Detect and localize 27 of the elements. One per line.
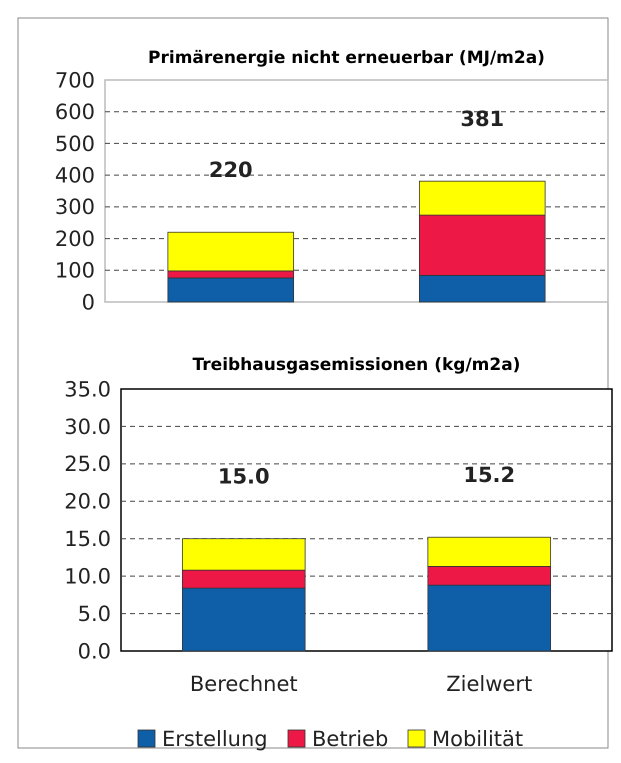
y-tick-label: 700 [54,68,95,92]
y-tick-label: 600 [54,100,95,124]
y-tick-label: 0 [82,290,95,314]
y-tick-label: 500 [54,132,95,156]
y-tick-label: 100 [54,258,95,283]
total-label: 15.0 [218,464,270,489]
y-tick-label: 10.0 [64,564,111,588]
total-label: 220 [208,158,253,182]
total-label: 15.2 [463,463,516,488]
legend-label: Erstellung [162,727,268,751]
y-tick-label: 400 [54,163,95,188]
chart-title: Treibhausgasemissionen (kg/m2a) [192,355,520,375]
y-tick-label: 5.0 [78,602,111,626]
total-label: 381 [460,107,504,132]
legend-label: Mobilität [432,727,524,751]
y-tick-label: 0.0 [78,639,111,664]
y-tick-label: 15.0 [64,527,111,552]
y-tick-label: 200 [54,226,95,251]
x-tick-label: Zielwert [446,672,532,696]
y-tick-label: 25.0 [64,452,111,476]
y-tick-label: 30.0 [64,414,111,439]
chart-title: Primärenergie nicht erneuerbar (MJ/m2a) [148,48,545,68]
legend-label: Betrieb [312,727,388,751]
x-tick-label: Berechnet [190,672,298,696]
y-tick-label: 300 [54,195,95,220]
y-tick-label: 20.0 [64,490,111,514]
y-tick-label: 35.0 [64,377,111,402]
